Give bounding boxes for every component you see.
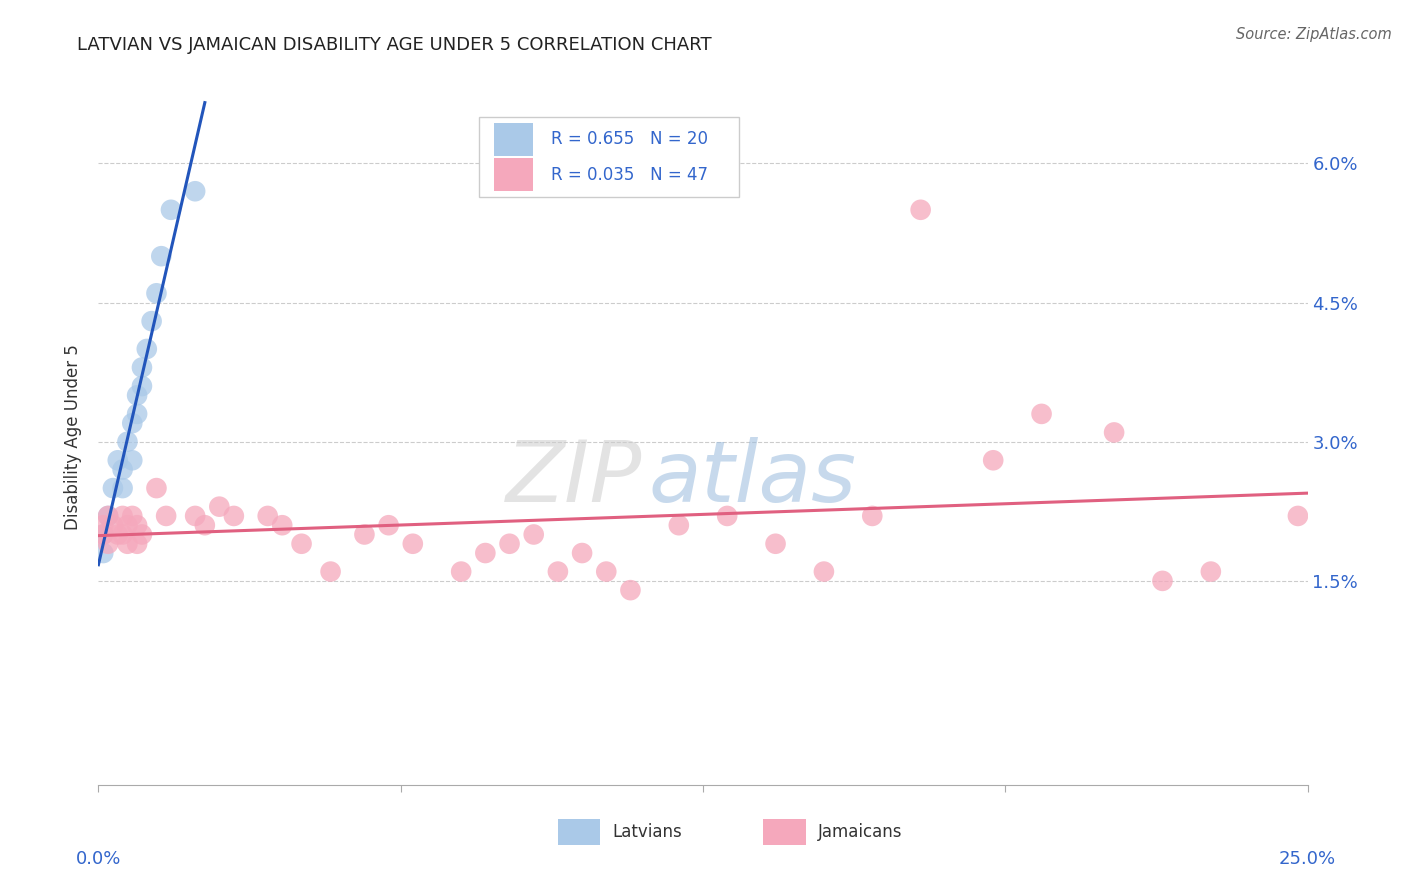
Point xyxy=(716,508,738,523)
Point xyxy=(377,518,399,533)
Point xyxy=(910,202,932,217)
Point xyxy=(111,462,134,476)
Text: LATVIAN VS JAMAICAN DISABILITY AGE UNDER 5 CORRELATION CHART: LATVIAN VS JAMAICAN DISABILITY AGE UNDER… xyxy=(77,36,711,54)
Point xyxy=(184,184,207,198)
Point xyxy=(271,518,294,533)
Point xyxy=(402,537,425,551)
Point xyxy=(353,527,375,541)
FancyBboxPatch shape xyxy=(494,123,533,156)
Point xyxy=(107,453,129,467)
Point xyxy=(111,527,134,541)
Y-axis label: Disability Age Under 5: Disability Age Under 5 xyxy=(65,344,83,530)
Point xyxy=(619,583,641,598)
Point xyxy=(111,481,134,495)
Point xyxy=(523,527,546,541)
FancyBboxPatch shape xyxy=(479,117,740,197)
Point xyxy=(97,537,120,551)
Text: Source: ZipAtlas.com: Source: ZipAtlas.com xyxy=(1236,27,1392,42)
Text: R = 0.655   N = 20: R = 0.655 N = 20 xyxy=(551,130,707,148)
Point xyxy=(121,453,143,467)
Point xyxy=(256,508,278,523)
Point xyxy=(127,407,149,421)
Point xyxy=(121,416,143,430)
Point xyxy=(571,546,593,560)
Point xyxy=(127,388,149,402)
Point xyxy=(97,508,120,523)
Point xyxy=(860,508,883,523)
Point xyxy=(131,527,153,541)
Point xyxy=(668,518,690,533)
Point xyxy=(184,508,207,523)
Point xyxy=(1031,407,1053,421)
Point xyxy=(131,360,153,375)
Point xyxy=(474,546,496,560)
Point xyxy=(981,453,1004,467)
Point xyxy=(91,546,114,560)
Point xyxy=(121,508,143,523)
Point xyxy=(91,518,114,533)
Text: Latvians: Latvians xyxy=(613,823,682,841)
Point xyxy=(1286,508,1309,523)
Point xyxy=(107,527,129,541)
Point xyxy=(150,249,173,263)
Point xyxy=(101,481,124,495)
Text: Jamaicans: Jamaicans xyxy=(818,823,903,841)
Point xyxy=(160,202,183,217)
Point xyxy=(127,537,149,551)
Point xyxy=(498,537,520,551)
Point xyxy=(1199,565,1222,579)
Text: ZIP: ZIP xyxy=(506,437,643,520)
Point xyxy=(1152,574,1174,588)
Point xyxy=(595,565,617,579)
FancyBboxPatch shape xyxy=(763,819,806,846)
Point xyxy=(117,434,139,449)
Point xyxy=(813,565,835,579)
Point xyxy=(91,527,114,541)
FancyBboxPatch shape xyxy=(558,819,600,846)
Point xyxy=(131,379,153,393)
Point xyxy=(319,565,342,579)
Text: R = 0.035   N = 47: R = 0.035 N = 47 xyxy=(551,166,707,184)
Point xyxy=(91,527,114,541)
Point xyxy=(222,508,245,523)
Point xyxy=(145,286,167,301)
Point xyxy=(450,565,472,579)
Point xyxy=(97,508,120,523)
Point xyxy=(194,518,217,533)
Point xyxy=(765,537,787,551)
Point xyxy=(547,565,569,579)
Point xyxy=(111,508,134,523)
Point xyxy=(135,342,157,356)
Point xyxy=(117,537,139,551)
Point xyxy=(1102,425,1125,440)
Point xyxy=(145,481,167,495)
Point xyxy=(208,500,231,514)
Point xyxy=(290,537,312,551)
Point xyxy=(155,508,177,523)
FancyBboxPatch shape xyxy=(494,158,533,192)
Point xyxy=(127,518,149,533)
Text: 25.0%: 25.0% xyxy=(1279,850,1336,868)
Text: 0.0%: 0.0% xyxy=(76,850,121,868)
Text: atlas: atlas xyxy=(648,437,856,520)
Point xyxy=(117,518,139,533)
Point xyxy=(141,314,163,328)
Point xyxy=(101,518,124,533)
